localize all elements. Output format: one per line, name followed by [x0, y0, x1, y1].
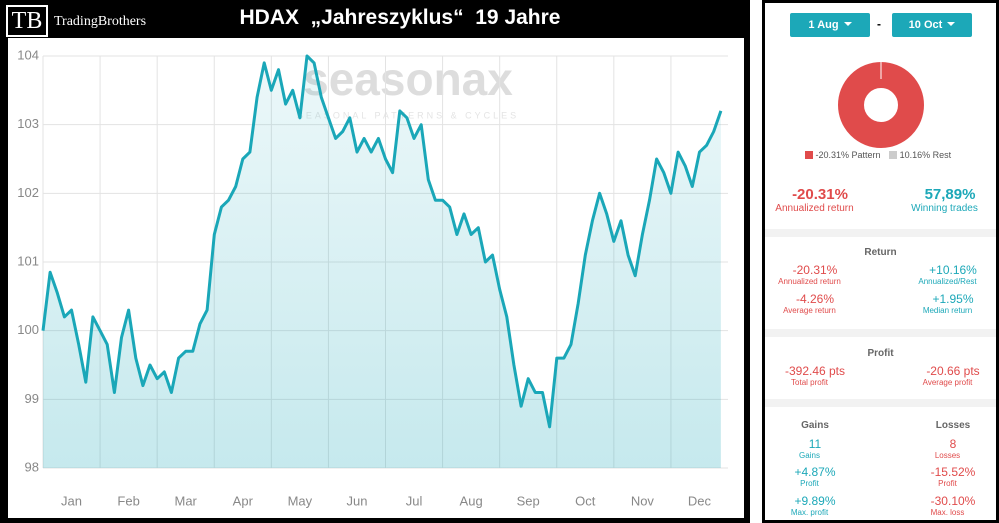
value: 57,89%	[924, 186, 976, 203]
legend-swatch	[889, 151, 898, 159]
legend-label: 10.16% Rest	[899, 150, 952, 160]
donut-legend: -20.31% Pattern 10.16% Rest	[805, 150, 951, 160]
value: +9.89%	[794, 494, 836, 508]
divider	[765, 229, 996, 237]
y-tick-label: 103	[17, 116, 39, 131]
x-tick-label: May	[288, 493, 313, 508]
stat: 11 Gains	[755, 437, 875, 461]
label: Annualized/Rest	[893, 277, 999, 287]
value: +1.95%	[932, 292, 974, 306]
divider	[765, 329, 996, 337]
chart-panel: TB TradingBrothers HDAX „Jahreszyklus“ 1…	[0, 0, 750, 523]
stat: -30.10% Max. loss	[893, 494, 999, 518]
x-tick-label: Aug	[460, 493, 483, 508]
chart: seasonax SEASONAL PATTERNS & CYCLES 9899…	[17, 47, 728, 508]
end-button[interactable]: 10 Oct	[892, 13, 972, 37]
line	[41, 54, 723, 429]
x-tick-label: Jun	[346, 493, 367, 508]
value: -20.31%	[792, 186, 848, 203]
label: Gains	[755, 451, 875, 461]
y-tick-label: 102	[17, 185, 39, 200]
x-tick-label: Mar	[175, 493, 198, 508]
value: 8	[949, 437, 957, 451]
stat: +1.95% Median return	[893, 292, 999, 316]
stat: +10.16% Annualized/Rest	[893, 263, 999, 287]
donut	[838, 62, 924, 148]
plot-box: seasonax SEASONAL PATTERNS & CYCLES 98 99…	[8, 38, 744, 518]
x-tick-label: Oct	[575, 493, 596, 508]
divider	[765, 399, 996, 407]
label: Average return	[755, 306, 875, 316]
value: -4.26%	[795, 292, 835, 306]
legend-label: -20.31% Pattern	[815, 150, 881, 160]
stat: +4.87% Profit	[755, 465, 875, 489]
section-title: Losses	[935, 420, 971, 431]
value: -392.46 pts	[784, 364, 846, 378]
x-tick-label: Feb	[117, 493, 139, 508]
label: Annualized return	[755, 277, 875, 287]
stats-panel: 1 Aug - 10 Oct -20.31% Pattern 10.16% Re…	[762, 0, 999, 523]
y-tick-label: 98	[25, 459, 39, 474]
label: Losses	[893, 451, 999, 461]
value: -15.52%	[930, 465, 976, 479]
value: 11	[808, 437, 822, 451]
stat: -392.46 pts Total profit	[755, 364, 875, 388]
label: Median return	[893, 306, 999, 316]
value: -20.66 pts	[926, 364, 980, 378]
stat: 8 Losses	[893, 437, 999, 461]
x-tick-label: Nov	[631, 493, 655, 508]
summary: -20.31% Annualized return	[760, 186, 880, 214]
stat: -20.31% Annualized return	[755, 263, 875, 287]
label: Profit	[755, 479, 875, 489]
watermark: seasonax	[303, 53, 513, 105]
section-title: Gains	[801, 420, 829, 431]
label: Max. loss	[893, 508, 999, 518]
separator: -	[877, 17, 881, 31]
label: Total profit	[755, 378, 875, 388]
x-tick-label: Jul	[406, 493, 423, 508]
y-tick-label: 101	[17, 253, 39, 268]
y-tick-label: 100	[17, 322, 39, 337]
stat: +9.89% Max. profit	[755, 494, 875, 518]
y-tick-label: 104	[17, 47, 39, 62]
value: -20.31%	[792, 263, 838, 277]
section-title: Profit	[867, 348, 894, 359]
label: Winning trades	[890, 203, 999, 214]
area	[43, 56, 721, 468]
y-tick-label: 99	[25, 391, 39, 406]
value: +4.87%	[794, 465, 836, 479]
logo: TB	[6, 5, 48, 37]
x-tick-label: Apr	[233, 493, 254, 508]
x-tick-label: Sep	[517, 493, 540, 508]
summary: 57,89% Winning trades	[890, 186, 999, 214]
label: Max. profit	[755, 508, 875, 518]
donut-ring	[838, 62, 924, 148]
brand: TradingBrothers	[54, 14, 147, 29]
x-tick-label: Dec	[688, 493, 712, 508]
value: -30.10%	[930, 494, 976, 508]
label: Profit	[893, 479, 999, 489]
x-tick-label: Jan	[61, 493, 82, 508]
stat: -15.52% Profit	[893, 465, 999, 489]
start-button[interactable]: 1 Aug	[790, 13, 870, 37]
value: +10.16%	[929, 263, 977, 277]
label: Average profit	[893, 378, 999, 388]
stat: -20.66 pts Average profit	[893, 364, 999, 388]
stat: -4.26% Average return	[755, 292, 875, 316]
legend-swatch	[805, 151, 813, 159]
chart-title: HDAX „Jahreszyklus“ 19 Jahre	[239, 6, 561, 29]
label: Annualized return	[760, 203, 880, 214]
section-title: Return	[864, 247, 897, 258]
